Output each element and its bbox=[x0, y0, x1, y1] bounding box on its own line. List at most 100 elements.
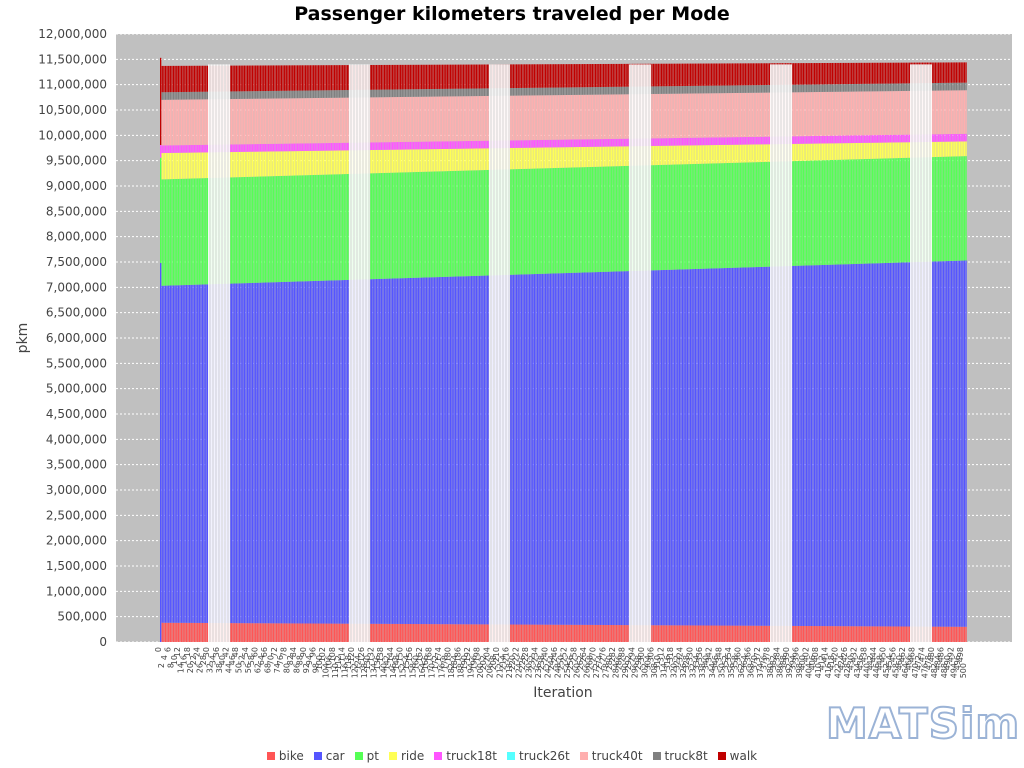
bar-walk-131 bbox=[371, 64, 373, 90]
bar-car-413 bbox=[825, 264, 827, 627]
bar-truck18t-462 bbox=[904, 134, 906, 143]
bar-car-237 bbox=[541, 273, 544, 625]
bar-truck18t-325 bbox=[683, 137, 685, 146]
bar-walk-140 bbox=[385, 64, 387, 90]
bar-truck8t-395 bbox=[796, 84, 798, 93]
bar-truck40t-50 bbox=[240, 98, 242, 145]
bar-ride-419 bbox=[834, 143, 837, 160]
x-tick-label-268: 268 bbox=[586, 655, 595, 670]
x-tick-label-242: 242 bbox=[544, 663, 553, 678]
bar-ride-237 bbox=[541, 147, 544, 169]
bar-car-78 bbox=[285, 281, 287, 624]
bar-truck40t-156 bbox=[411, 96, 413, 142]
bar-walk-434 bbox=[859, 62, 861, 84]
bar-bike-69 bbox=[271, 623, 273, 642]
bar-truck8t-77 bbox=[284, 90, 286, 99]
bar-ride-135 bbox=[377, 149, 379, 174]
bar-ride-433 bbox=[857, 142, 859, 160]
bar-truck18t-218 bbox=[511, 140, 513, 148]
x-tick-label-192: 192 bbox=[463, 647, 472, 662]
bar-truck18t-185 bbox=[457, 141, 460, 149]
bar-bike-344 bbox=[714, 625, 716, 642]
bar-truck8t-336 bbox=[701, 85, 703, 94]
bar-walk-318 bbox=[672, 63, 674, 87]
bar-bike-217 bbox=[509, 624, 511, 642]
bar-pt-408 bbox=[817, 160, 819, 266]
y-tick-label-24: 12,000,000 bbox=[38, 27, 107, 41]
x-tick-label-52: 52 bbox=[238, 655, 247, 665]
bar-ride-109 bbox=[335, 150, 337, 175]
bar-bike-370 bbox=[755, 625, 758, 642]
bar-car-230 bbox=[530, 274, 532, 625]
bar-truck8t-276 bbox=[604, 86, 606, 95]
bar-truck40t-268 bbox=[591, 94, 593, 140]
x-tick-label-466: 466 bbox=[904, 655, 913, 670]
bar-truck40t-282 bbox=[614, 94, 616, 139]
bar-truck40t-485 bbox=[941, 90, 943, 135]
bar-ride-11 bbox=[177, 152, 180, 179]
bar-walk-242 bbox=[549, 64, 552, 88]
bar-truck18t-464 bbox=[907, 134, 909, 143]
bar-truck40t-157 bbox=[412, 96, 415, 142]
bar-truck40t-177 bbox=[445, 96, 447, 142]
bar-ride-151 bbox=[403, 149, 405, 173]
bar-truck40t-411 bbox=[822, 91, 824, 136]
bar-truck18t-1 bbox=[161, 145, 163, 154]
bar-truck8t-279 bbox=[609, 86, 611, 95]
bar-ride-446 bbox=[878, 142, 880, 159]
x-tick-label-178: 178 bbox=[441, 655, 450, 670]
bar-ride-373 bbox=[760, 144, 763, 163]
bar-truck8t-496 bbox=[958, 82, 961, 91]
bar-pt-316 bbox=[669, 164, 671, 270]
bar-truck40t-245 bbox=[554, 95, 556, 140]
bar-bike-357 bbox=[735, 625, 737, 642]
bar-walk-79 bbox=[287, 65, 289, 91]
bar-truck8t-460 bbox=[900, 83, 903, 92]
x-tick-label-280: 280 bbox=[605, 655, 614, 670]
bar-pt-142 bbox=[388, 172, 391, 279]
bar-truck18t-412 bbox=[823, 135, 825, 144]
bar-truck8t-452 bbox=[888, 83, 890, 92]
bar-pt-5 bbox=[168, 179, 170, 286]
bar-ride-431 bbox=[854, 143, 856, 160]
bar-truck8t-225 bbox=[522, 87, 524, 96]
bar-truck18t-172 bbox=[437, 141, 439, 150]
bar-ride-116 bbox=[346, 150, 349, 174]
bar-walk-440 bbox=[868, 62, 871, 84]
bar-pt-453 bbox=[889, 158, 891, 263]
bar-truck40t-425 bbox=[844, 91, 846, 136]
bar-pt-309 bbox=[657, 165, 660, 271]
bar-ride-458 bbox=[897, 142, 900, 159]
bar-bike-284 bbox=[617, 625, 619, 642]
bar-truck8t-130 bbox=[369, 89, 371, 98]
bar-ride-327 bbox=[686, 145, 689, 165]
bar-truck8t-492 bbox=[952, 82, 954, 91]
bar-ride-276 bbox=[604, 146, 606, 167]
y-tick-label-2: 1,000,000 bbox=[46, 584, 107, 598]
bar-ride-239 bbox=[544, 147, 547, 169]
bar-truck40t-400 bbox=[804, 92, 806, 137]
bar-truck18t-174 bbox=[440, 141, 442, 150]
bar-pt-143 bbox=[390, 172, 392, 279]
bar-truck40t-96 bbox=[314, 98, 316, 144]
bar-bike-45 bbox=[232, 623, 234, 642]
bar-pt-109 bbox=[335, 174, 337, 281]
bar-walk-21 bbox=[193, 65, 196, 92]
bar-walk-260 bbox=[578, 64, 581, 88]
bar-truck40t-150 bbox=[401, 96, 403, 142]
bar-car-84 bbox=[295, 281, 297, 624]
bar-truck8t-22 bbox=[195, 91, 197, 100]
bar-walk-24 bbox=[198, 65, 200, 92]
bar-pt-489 bbox=[947, 156, 949, 262]
bar-bike-439 bbox=[867, 626, 869, 642]
bar-bike-454 bbox=[891, 626, 893, 642]
bar-car-156 bbox=[411, 277, 413, 625]
bar-truck8t-412 bbox=[823, 84, 825, 92]
bar-walk-307 bbox=[654, 63, 656, 87]
bar-walk-176 bbox=[443, 64, 445, 89]
bar-pt-426 bbox=[846, 159, 848, 265]
bar-car-194 bbox=[472, 275, 474, 625]
bar-ride-163 bbox=[422, 149, 424, 172]
x-tick-label-478: 478 bbox=[924, 655, 933, 670]
bar-ride-63 bbox=[261, 151, 263, 177]
